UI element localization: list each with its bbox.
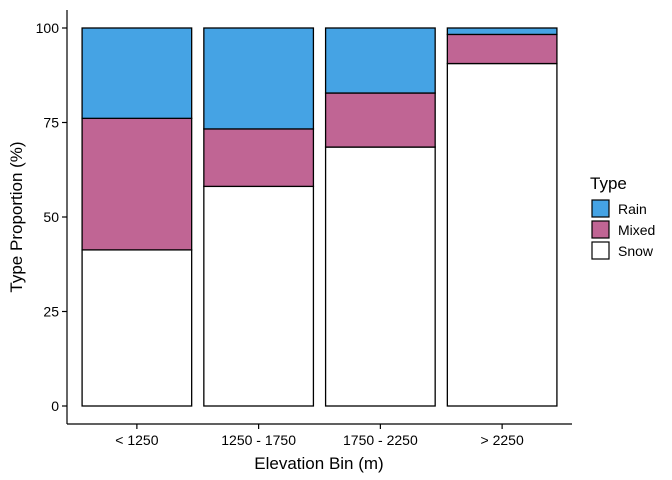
bar-rain-2 (203, 27, 315, 130)
bar-rain-3 (324, 27, 436, 94)
y-tick-label: 75 (43, 115, 59, 131)
bar-mixed-2 (203, 128, 315, 188)
y-axis-title: Type Proportion (%) (7, 141, 26, 292)
bar-layer (81, 27, 558, 407)
bar-rain-1 (81, 27, 193, 119)
legend-key-mixed (591, 220, 610, 239)
bar-snow-4 (446, 62, 558, 407)
y-tick-label: 25 (43, 304, 59, 320)
legend-label-snow: Snow (618, 243, 654, 259)
x-axis-title: Elevation Bin (m) (254, 454, 383, 473)
legend-label-mixed: Mixed (618, 222, 655, 238)
legend-title: Type (590, 174, 627, 193)
x-axis-ticks: < 1250 1250 - 1750 1750 - 2250 > 2250 (115, 424, 524, 448)
x-tick-label: < 1250 (115, 432, 158, 448)
y-tick-label: 0 (51, 398, 59, 414)
x-tick-label: 1250 - 1750 (221, 432, 296, 448)
bar-snow-3 (324, 146, 436, 407)
x-tick-label: > 2250 (481, 432, 524, 448)
bar-rain-4 (446, 27, 558, 36)
bar-mixed-1 (81, 117, 193, 251)
bar-mixed-4 (446, 33, 558, 65)
legend-key-rain (591, 199, 610, 218)
x-tick-label: 1750 - 2250 (343, 432, 418, 448)
legend-label-rain: Rain (618, 201, 647, 217)
legend: Type Rain Mixed Snow (590, 174, 655, 260)
bar-mixed-3 (324, 92, 436, 148)
y-tick-label: 50 (43, 209, 59, 225)
y-tick-label: 100 (36, 20, 60, 36)
legend-key-snow (591, 241, 610, 260)
bar-snow-1 (81, 249, 193, 407)
y-axis-ticks: 0 25 50 75 100 (36, 20, 67, 414)
bar-snow-2 (203, 185, 315, 407)
